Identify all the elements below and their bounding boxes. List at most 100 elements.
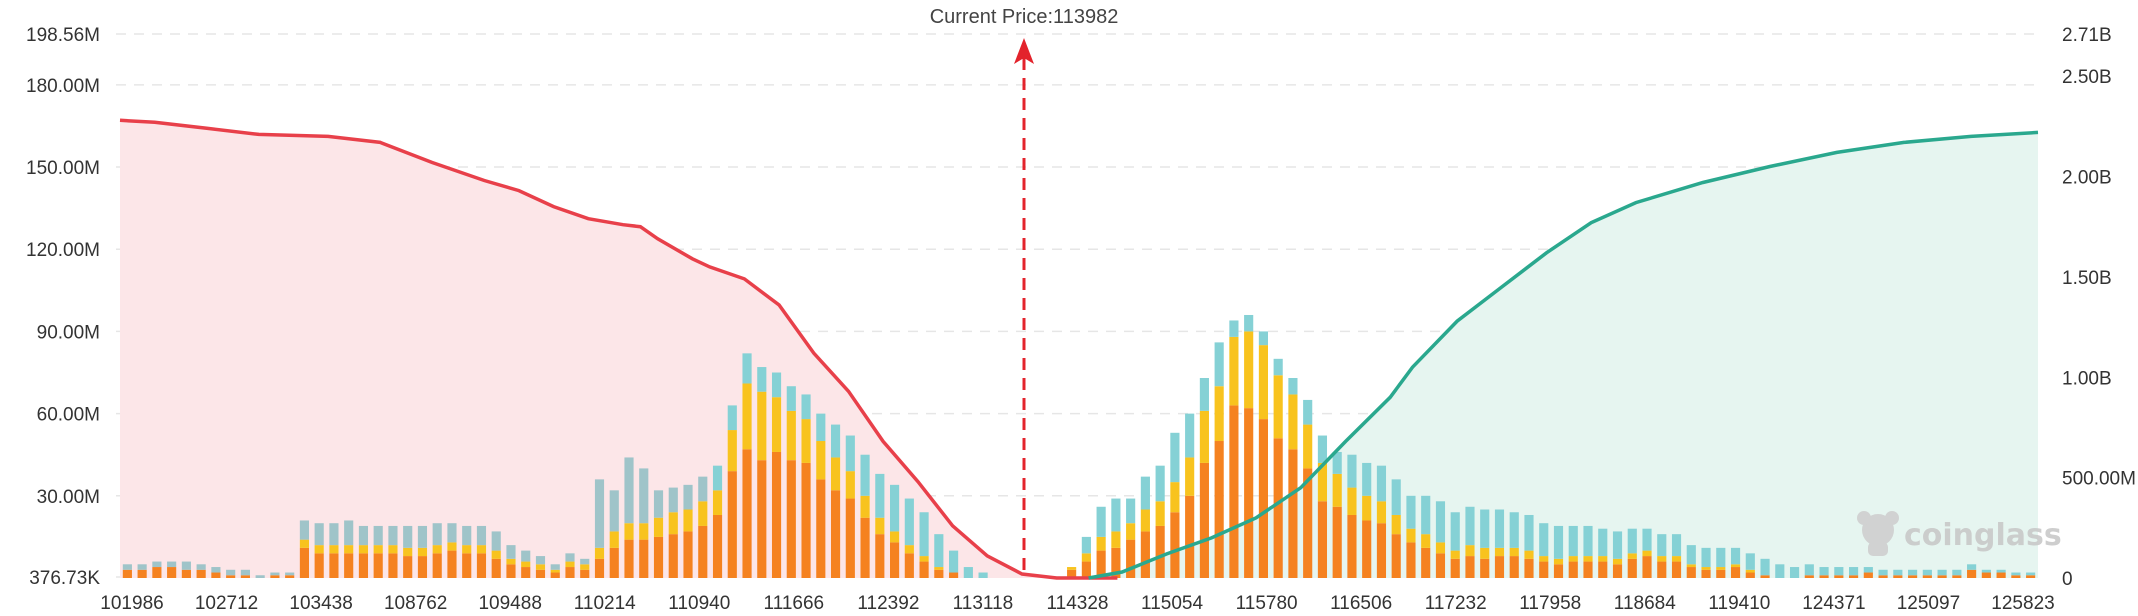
bar-segment-low[interactable]: [1524, 558, 1534, 578]
bar-segment-mid[interactable]: [594, 547, 605, 559]
bar-segment-low[interactable]: [698, 525, 708, 578]
bar-segment-mid[interactable]: [934, 567, 944, 570]
bar-segment-mid[interactable]: [845, 471, 855, 499]
bar-segment-high[interactable]: [1671, 534, 1682, 557]
bar-segment-mid[interactable]: [491, 550, 501, 559]
bar-segment-mid[interactable]: [771, 397, 782, 452]
bar-segment-high[interactable]: [521, 550, 531, 562]
bar-segment-high[interactable]: [830, 424, 841, 458]
bar-segment-high[interactable]: [1908, 569, 1918, 576]
bar-segment-low[interactable]: [270, 575, 280, 578]
bar-segment-low[interactable]: [845, 498, 855, 578]
bar-segment-high[interactable]: [609, 490, 619, 532]
bar-segment-mid[interactable]: [904, 545, 914, 554]
bar-segment-mid[interactable]: [1716, 567, 1726, 570]
bar-segment-mid[interactable]: [476, 545, 487, 554]
bar-segment-mid[interactable]: [506, 558, 516, 565]
bar-segment-high[interactable]: [1229, 320, 1239, 337]
bar-segment-low[interactable]: [240, 575, 250, 578]
bar-segment-high[interactable]: [1317, 435, 1328, 463]
bar-segment-low[interactable]: [1922, 575, 1932, 578]
bar-segment-low[interactable]: [299, 547, 309, 578]
bar-segment-high[interactable]: [890, 484, 900, 532]
bar-segment-low[interactable]: [1598, 561, 1608, 578]
bar-segment-low[interactable]: [196, 569, 206, 578]
bar-segment-mid[interactable]: [816, 441, 826, 480]
bar-segment-high[interactable]: [152, 561, 162, 568]
bar-segment-low[interactable]: [1258, 419, 1268, 578]
bar-segment-low[interactable]: [476, 553, 487, 578]
bar-segment-low[interactable]: [1111, 547, 1121, 578]
bar-segment-high[interactable]: [963, 567, 973, 578]
bar-segment-low[interactable]: [1657, 561, 1667, 578]
bar-segment-high[interactable]: [535, 556, 546, 565]
bar-segment-low[interactable]: [1716, 569, 1726, 578]
bar-segment-mid[interactable]: [1509, 547, 1519, 557]
bar-segment-mid[interactable]: [1229, 336, 1239, 406]
bar-segment-low[interactable]: [1214, 441, 1224, 578]
bar-segment-high[interactable]: [1347, 454, 1357, 488]
bar-segment-high[interactable]: [226, 569, 236, 576]
bar-segment-high[interactable]: [122, 564, 132, 570]
bar-segment-low[interactable]: [1878, 575, 1888, 578]
bar-segment-mid[interactable]: [609, 531, 619, 548]
bar-segment-low[interactable]: [491, 558, 501, 578]
bar-segment-low[interactable]: [949, 572, 959, 578]
bar-segment-low[interactable]: [594, 558, 605, 578]
bar-segment-mid[interactable]: [329, 545, 339, 554]
bar-segment-low[interactable]: [388, 553, 398, 578]
bar-segment-low[interactable]: [1450, 558, 1460, 578]
bar-segment-high[interactable]: [1981, 569, 1991, 573]
bar-segment-mid[interactable]: [314, 545, 324, 554]
bar-segment-mid[interactable]: [403, 547, 413, 557]
bar-segment-high[interactable]: [594, 479, 605, 548]
bar-segment-high[interactable]: [639, 468, 649, 524]
bar-segment-mid[interactable]: [801, 419, 811, 463]
bar-segment-mid[interactable]: [1598, 556, 1608, 562]
bar-segment-mid[interactable]: [1435, 542, 1446, 554]
bar-segment-low[interactable]: [137, 569, 147, 578]
bar-segment-low[interactable]: [535, 569, 546, 578]
bar-segment-mid[interactable]: [1332, 473, 1342, 507]
bar-segment-mid[interactable]: [653, 517, 664, 537]
bar-segment-low[interactable]: [1642, 556, 1652, 578]
bar-segment-high[interactable]: [845, 435, 855, 472]
bar-segment-high[interactable]: [1332, 451, 1342, 474]
bar-segment-mid[interactable]: [1111, 531, 1121, 548]
bar-segment-low[interactable]: [1745, 572, 1755, 578]
bar-segment-low[interactable]: [1952, 575, 1962, 578]
bar-segment-mid[interactable]: [1480, 547, 1490, 559]
bar-segment-high[interactable]: [1627, 528, 1637, 554]
bar-segment-mid[interactable]: [683, 509, 693, 532]
bar-segment-high[interactable]: [1789, 567, 1800, 578]
bar-segment-mid[interactable]: [373, 545, 383, 554]
bar-segment-mid[interactable]: [1671, 556, 1682, 562]
bar-segment-high[interactable]: [550, 564, 560, 570]
bar-segment-low[interactable]: [152, 567, 162, 578]
bar-segment-low[interactable]: [639, 539, 649, 578]
bar-segment-mid[interactable]: [417, 547, 428, 557]
bar-segment-high[interactable]: [1701, 547, 1711, 568]
bar-segment-high[interactable]: [1539, 523, 1549, 557]
bar-segment-low[interactable]: [1155, 525, 1165, 578]
bar-segment-mid[interactable]: [875, 517, 885, 535]
bar-segment-mid[interactable]: [1583, 556, 1593, 562]
bar-segment-low[interactable]: [1981, 572, 1991, 578]
bar-segment-high[interactable]: [1760, 558, 1770, 576]
bar-segment-high[interactable]: [1849, 567, 1859, 576]
bar-segment-mid[interactable]: [1745, 569, 1755, 573]
bar-segment-high[interactable]: [1258, 331, 1268, 346]
bar-segment-mid[interactable]: [299, 539, 309, 548]
bar-segment-low[interactable]: [1893, 575, 1903, 578]
bar-segment-high[interactable]: [1435, 501, 1446, 543]
bar-segment-mid[interactable]: [786, 410, 796, 461]
bar-segment-high[interactable]: [1303, 399, 1313, 425]
bar-segment-mid[interactable]: [727, 430, 737, 472]
bar-segment-mid[interactable]: [550, 569, 560, 573]
bar-segment-high[interactable]: [727, 405, 737, 431]
bar-segment-low[interactable]: [1421, 547, 1431, 578]
bar-segment-low[interactable]: [875, 534, 885, 578]
bar-segment-mid[interactable]: [521, 561, 531, 568]
bar-segment-low[interactable]: [1391, 534, 1401, 578]
bar-segment-high[interactable]: [1494, 509, 1505, 548]
